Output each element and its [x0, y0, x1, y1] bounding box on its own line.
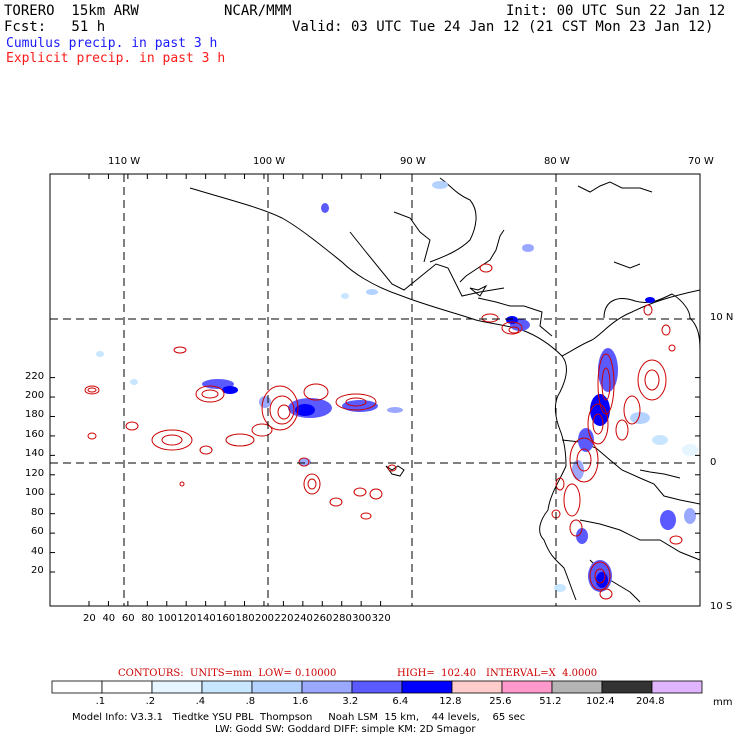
top-label-70w: 70 W — [688, 156, 714, 167]
forecast-hour: Fcst: 51 h — [4, 19, 106, 35]
contour-interval: INTERVAL=X 4.0000 — [486, 668, 598, 679]
left-axis-label: 120 — [25, 467, 45, 479]
bottom-axis-label: 20 — [83, 613, 96, 624]
model-title: TORERO 15km ARW — [4, 3, 139, 19]
colorbar-swatch — [51, 680, 103, 694]
model-info: Model Info: V3.3.1 Tiedtke YSU PBL Thomp… — [72, 712, 526, 723]
bottom-axis-label: 180 — [235, 613, 255, 624]
left-axis-label: 100 — [25, 487, 45, 499]
bottom-axis-label: 280 — [332, 613, 352, 624]
top-label-80w: 80 W — [544, 156, 570, 167]
colorbar-swatch — [651, 680, 703, 694]
colorbar-label: .2 — [145, 696, 156, 707]
bottom-axis-label: 320 — [371, 613, 391, 624]
bottom-axis-label: 260 — [313, 613, 333, 624]
colorbar-swatch — [251, 680, 303, 694]
colorbar-swatch — [601, 680, 653, 694]
colorbar-swatch — [401, 680, 453, 694]
colorbar-label: 1.6 — [292, 696, 309, 707]
colorbar-label: 3.2 — [342, 696, 359, 707]
bottom-axis-label: 80 — [141, 613, 155, 624]
bottom-axis-label: 140 — [196, 613, 216, 624]
colorbar-label: .8 — [245, 696, 256, 707]
bottom-axis-label: 200 — [254, 613, 275, 624]
colorbar-swatch — [501, 680, 553, 694]
right-label-10n: 10 N — [710, 312, 734, 323]
left-axis-label: 200 — [25, 390, 45, 402]
physics-info: LW: Godd SW: Goddard DIFF: simple KM: 2D… — [215, 724, 476, 735]
colorbar-label: 12.8 — [439, 696, 462, 707]
graticule — [50, 174, 700, 606]
colorbar — [51, 680, 703, 694]
colorbar-label: 51.2 — [539, 696, 562, 707]
colorbar-swatch — [301, 680, 353, 694]
colorbar-swatch — [551, 680, 603, 694]
colorbar-label: 102.4 — [586, 696, 615, 707]
left-axis-label: 40 — [31, 545, 44, 557]
cumulus-precip — [96, 181, 698, 592]
left-axis-label: 60 — [31, 526, 44, 538]
left-axis-label: 160 — [25, 428, 45, 440]
contour-units: CONTOURS: UNITS=mm LOW= 0.10000 — [118, 668, 337, 679]
top-label-110w: 110 W — [108, 156, 141, 167]
colorbar-swatch — [201, 680, 253, 694]
left-axis-label: 220 — [25, 370, 45, 382]
colorbar-swatch — [451, 680, 503, 694]
right-label-0: 0 — [710, 457, 717, 468]
map-frame — [49, 173, 701, 607]
colorbar-label: .4 — [195, 696, 206, 707]
colorbar-label: .1 — [95, 696, 106, 707]
left-axis-label: 180 — [25, 409, 45, 421]
top-label-100w: 100 W — [253, 156, 286, 167]
colorbar-swatch — [101, 680, 153, 694]
left-axis-label: 80 — [31, 506, 44, 518]
valid-time: Valid: 03 UTC Tue 24 Jan 12 (21 CST Mon … — [292, 19, 714, 35]
colorbar-label: 204.8 — [636, 696, 665, 707]
bottom-axis-label: 240 — [293, 613, 313, 624]
cumulus-precip-label: Cumulus precip. in past 3 h — [6, 36, 218, 51]
left-axis-label: 140 — [25, 448, 45, 460]
bottom-axis-label: 160 — [216, 613, 236, 624]
coastlines — [189, 177, 701, 603]
bottom-axis-label: 300 — [352, 613, 372, 624]
bottom-axis-label: 40 — [102, 613, 116, 624]
colorbar-swatch — [351, 680, 403, 694]
contour-high: HIGH= 102.40 — [397, 668, 477, 679]
colorbar-label: 6.4 — [392, 696, 409, 707]
bottom-axis-label: 60 — [121, 613, 135, 624]
init-time: Init: 00 UTC Sun 22 Jan 12 — [506, 3, 726, 19]
left-axis-label: 20 — [31, 565, 44, 576]
colorbar-swatch — [151, 680, 203, 694]
org-label: NCAR/MMM — [224, 3, 292, 19]
bottom-axis-label: 100 — [157, 613, 177, 624]
top-label-90w: 90 W — [400, 156, 426, 167]
bottom-axis-label: 220 — [274, 613, 294, 624]
bottom-axis-label: 120 — [177, 613, 197, 624]
colorbar-unit: mm — [713, 697, 733, 708]
explicit-precip-contours — [84, 263, 683, 600]
right-label-10s: 10 S — [710, 601, 733, 612]
explicit-precip-label: Explicit precip. in past 3 h — [6, 51, 226, 66]
colorbar-label: 25.6 — [489, 696, 512, 707]
